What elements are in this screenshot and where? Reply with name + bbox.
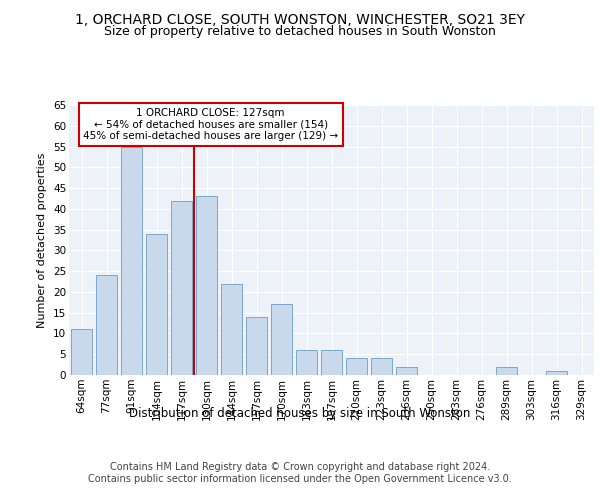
Bar	[321, 350, 342, 375]
Bar	[146, 234, 167, 375]
Bar	[196, 196, 217, 375]
Bar	[71, 330, 92, 375]
Bar	[271, 304, 292, 375]
Text: Distribution of detached houses by size in South Wonston: Distribution of detached houses by size …	[130, 408, 470, 420]
Bar	[496, 366, 517, 375]
Bar	[546, 371, 567, 375]
Bar	[371, 358, 392, 375]
Bar	[396, 366, 417, 375]
Bar	[296, 350, 317, 375]
Bar	[121, 146, 142, 375]
Bar	[246, 317, 267, 375]
Text: 1 ORCHARD CLOSE: 127sqm
← 54% of detached houses are smaller (154)
45% of semi-d: 1 ORCHARD CLOSE: 127sqm ← 54% of detache…	[83, 108, 338, 141]
Text: Size of property relative to detached houses in South Wonston: Size of property relative to detached ho…	[104, 25, 496, 38]
Bar	[346, 358, 367, 375]
Bar	[171, 200, 192, 375]
Bar	[96, 276, 117, 375]
Text: Contains HM Land Registry data © Crown copyright and database right 2024.
Contai: Contains HM Land Registry data © Crown c…	[88, 462, 512, 484]
Bar	[221, 284, 242, 375]
Y-axis label: Number of detached properties: Number of detached properties	[37, 152, 47, 328]
Text: 1, ORCHARD CLOSE, SOUTH WONSTON, WINCHESTER, SO21 3EY: 1, ORCHARD CLOSE, SOUTH WONSTON, WINCHES…	[75, 12, 525, 26]
